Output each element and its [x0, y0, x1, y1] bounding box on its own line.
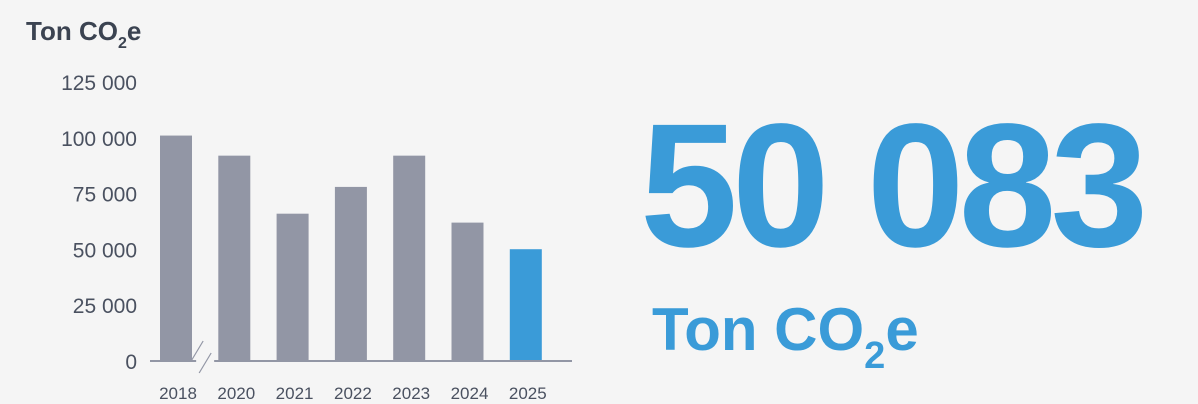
axis-break-line [198, 352, 212, 374]
y-tick-label: 125 000 [61, 72, 137, 95]
bar [451, 222, 484, 361]
y-axis-unit-label: Ton CO2e [26, 16, 141, 52]
headline-unit-prefix: Ton CO [652, 296, 865, 363]
x-tick-label: 2020 [217, 384, 255, 403]
y-axis-ticks: 0 25 000 50 000 75 000 100 000 125 000 [61, 72, 137, 374]
y-tick-label: 25 000 [73, 295, 137, 318]
bar [334, 186, 367, 361]
axis-break-mark [190, 340, 215, 374]
x-tick-label: 2025 [509, 384, 547, 403]
y-tick-label: 75 000 [73, 184, 137, 207]
bars [160, 135, 542, 361]
x-tick-label: 2024 [451, 384, 489, 403]
x-tick-label: 2021 [276, 384, 314, 403]
bar [160, 135, 192, 361]
headline-unit-subscript: 2 [864, 335, 886, 377]
bar [218, 155, 251, 361]
headline-value: 50 083 [640, 88, 1148, 284]
x-tick-label: 2022 [334, 384, 372, 403]
bar-highlighted [509, 249, 542, 361]
bar [276, 213, 309, 361]
y-tick-label: 100 000 [61, 128, 137, 151]
y-tick-label: 0 [125, 351, 137, 374]
axis-break-line [190, 340, 204, 362]
x-tick-label: 2018 [159, 384, 197, 403]
bar [393, 155, 426, 361]
x-tick-label: 2023 [392, 384, 430, 403]
y-tick-label: 50 000 [73, 239, 137, 262]
headline-unit-suffix: e [885, 296, 919, 363]
bar-chart: Ton CO2e 0 25 000 50 000 75 000 100 000 125 0… [26, 16, 572, 403]
headline-unit: Ton CO2e [652, 300, 919, 376]
x-axis-labels: 2018 2020 2021 2022 2023 2024 2025 [159, 384, 547, 403]
